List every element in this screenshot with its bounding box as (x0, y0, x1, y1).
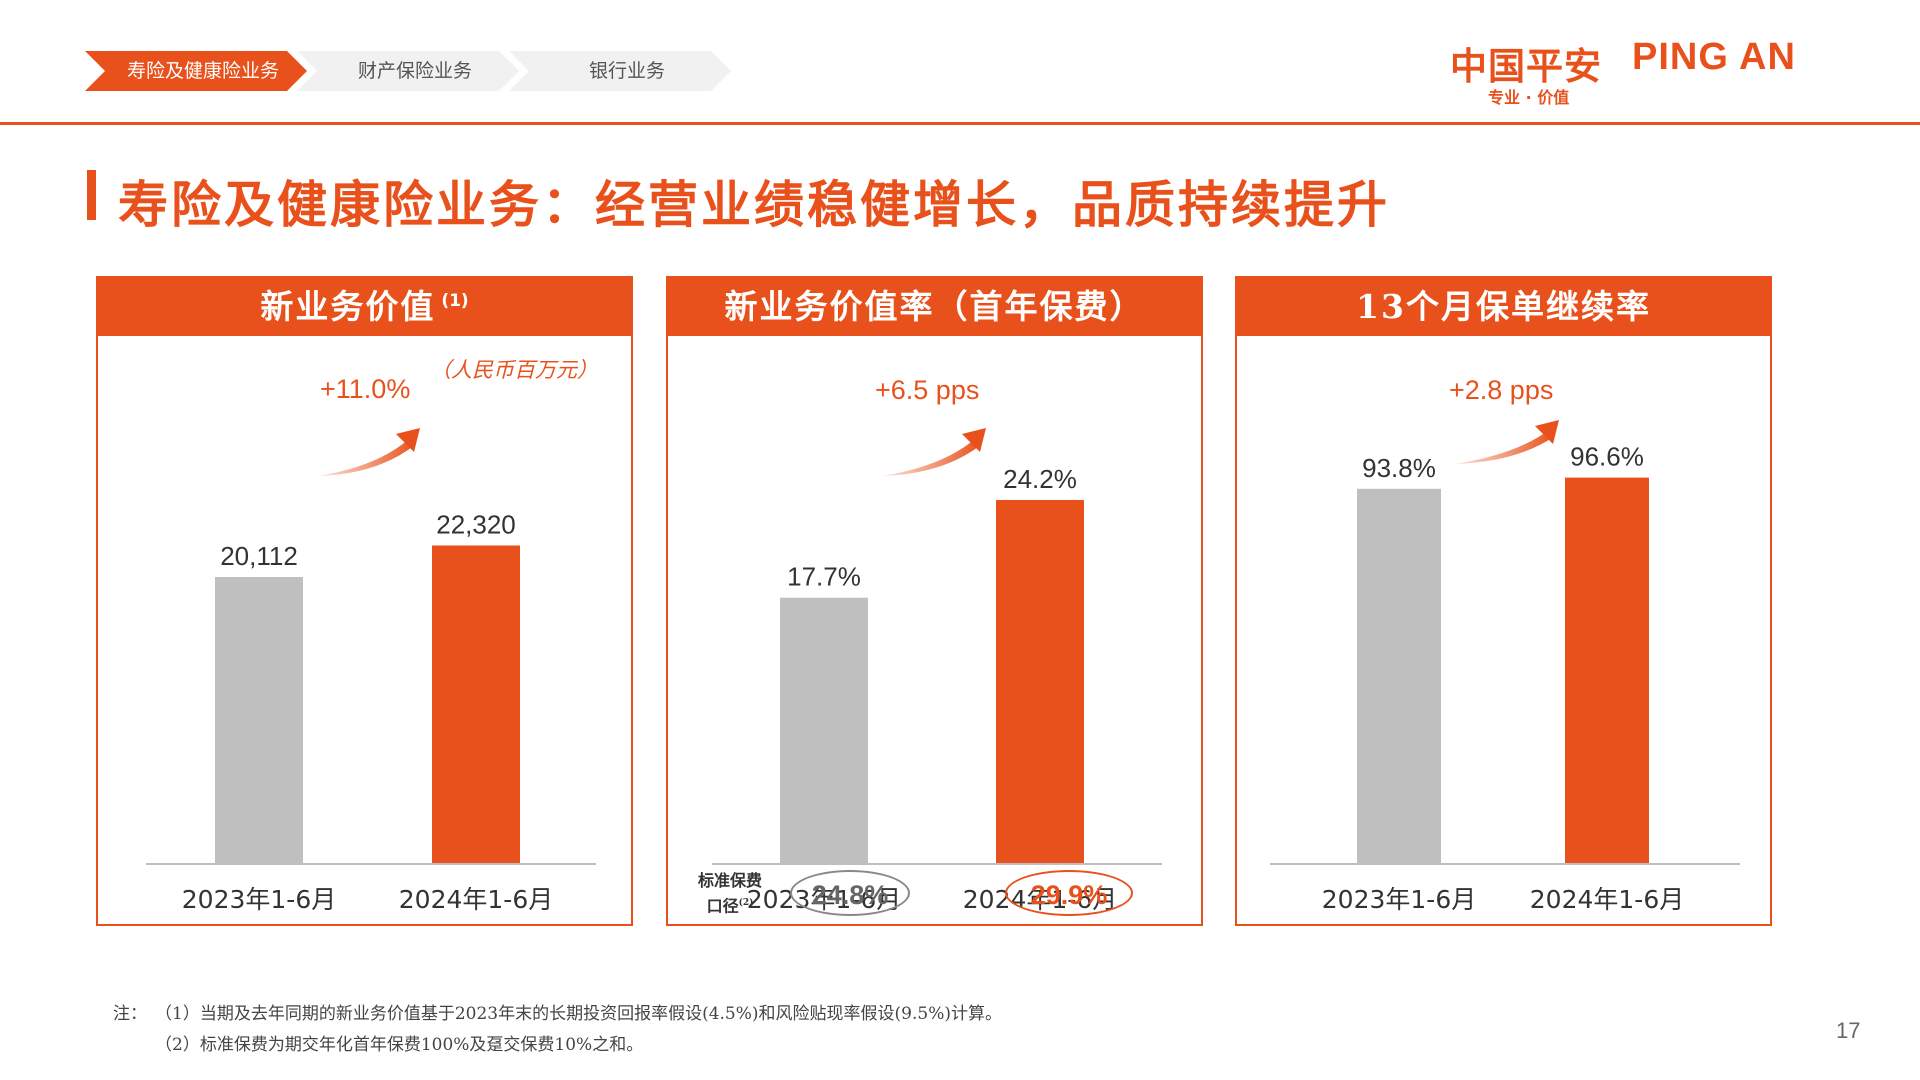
panel-nbv-margin: 新业务价值率（首年保费） +6.5 pps 17.7% 2023年1-6月 24.2… (666, 276, 1203, 926)
chart-persistency: 93.8% 2023年1-6月 96.6% 2024年1-6月 (1270, 420, 1740, 914)
x-tick-label: 2024年1-6月 (1530, 885, 1684, 914)
bar-value-label: 93.8% (1362, 453, 1436, 483)
panel-nbv-margin-header: 新业务价值率（首年保费） (668, 278, 1201, 336)
title-accent-bar (87, 170, 96, 220)
chart-nbv: 20,112 2023年1-6月 22,320 2024年1-6月 (146, 428, 596, 914)
panel-nbv-title: 新业务价值 (260, 287, 436, 326)
logo-slogan: 专业 · 价值 (1488, 88, 1570, 107)
panel-persistency-title: 13个月保单继续率 (1356, 287, 1651, 326)
growth-arrow-icon (882, 438, 982, 476)
standard-premium-label: 标准保费 口径(2) (690, 870, 770, 917)
standard-premium-label-line2: 口径(2) (706, 896, 754, 916)
page-title: 寿险及健康险业务：经营业绩稳健增长，品质持续提升 (118, 175, 1390, 234)
tab-property-insurance[interactable]: 财产保险业务 (297, 51, 519, 91)
bar-value-label: 20,112 (220, 541, 298, 571)
bar-2023 (1357, 488, 1441, 864)
growth-label: +2.8 pps (1449, 375, 1554, 405)
standard-premium-2023: 24.8% (790, 870, 910, 916)
standard-premium-2024: 29.9% (1005, 870, 1133, 916)
growth-arrow-head-icon (1535, 420, 1559, 444)
x-tick-label: 2023年1-6月 (182, 885, 336, 914)
standard-premium-label-line1: 标准保费 (697, 871, 762, 890)
tab-life-health[interactable]: 寿险及健康险业务 (85, 51, 307, 91)
bar-value-label: 24.2% (1003, 464, 1077, 494)
growth-arrow-head-icon (962, 428, 986, 452)
growth-label: +6.5 pps (875, 375, 980, 405)
tab-banking[interactable]: 银行业务 (509, 51, 731, 91)
growth-label: +11.0% (320, 374, 411, 404)
panel-nbv-footnote-ref: (1) (441, 291, 469, 311)
growth-arrow-icon (318, 438, 416, 476)
unit-note: （人民币百万元） (430, 358, 598, 382)
footnote-2: （2）标准保费为期交年化首年保费100%及趸交保费10%之和。 (155, 1035, 644, 1055)
standard-premium-footnote-ref: (2) (738, 898, 754, 908)
footnote-prefix: 注： (113, 1004, 147, 1024)
header-divider (0, 122, 1920, 125)
logo-en: PING AN (1632, 36, 1796, 78)
panel-persistency-header: 13个月保单继续率 (1237, 278, 1770, 336)
bar-2024 (432, 545, 520, 864)
bar-2023 (215, 576, 303, 864)
bar-value-label: 96.6% (1570, 442, 1644, 472)
panel-nbv-margin-title: 新业务价值率（首年保费） (724, 287, 1145, 326)
x-tick-label: 2023年1-6月 (1322, 885, 1476, 914)
bar-value-label: 22,320 (436, 509, 516, 539)
growth-arrow-icon (1455, 430, 1555, 464)
growth-arrow-head-icon (396, 428, 420, 452)
page-number: 17 (1836, 1018, 1861, 1043)
bar-2023 (780, 597, 868, 864)
footnote-1: （1）当期及去年同期的新业务价值基于2023年末的长期投资回报率假设(4.5%)… (155, 1004, 1002, 1024)
x-tick-label: 2024年1-6月 (399, 885, 553, 914)
bar-2024 (996, 499, 1084, 864)
bar-value-label: 17.7% (787, 562, 861, 592)
bar-2024 (1565, 477, 1649, 864)
panel-persistency: 13个月保单继续率 +2.8 pps 93.8% 2023年1-6月 96.6% 20… (1235, 276, 1772, 926)
panel-nbv-header: 新业务价值 (1) (98, 278, 631, 336)
logo-cn: 中国平安 (1450, 45, 1602, 88)
panel-nbv: 新业务价值 (1) （人民币百万元） +11.0% 20,112 2023年1-6月… (96, 276, 633, 926)
